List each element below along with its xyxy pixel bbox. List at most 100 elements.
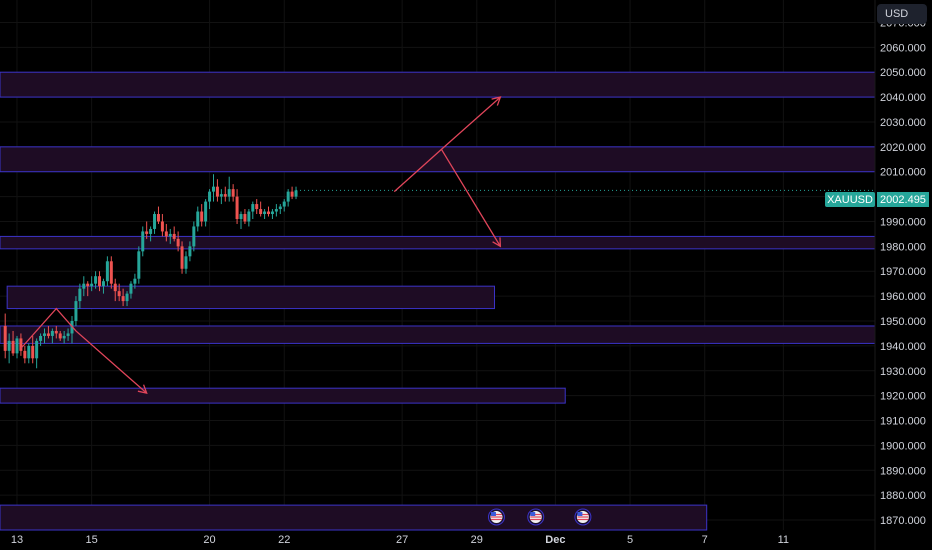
candle-body [121, 296, 125, 302]
time-tick-label: 20 [203, 534, 215, 546]
candle-body [274, 209, 278, 212]
time-tick-label: 27 [396, 534, 408, 546]
candle-body [251, 204, 255, 212]
candle-body [50, 330, 54, 336]
candle-body [117, 291, 121, 297]
price-tick-label: 1940.000 [880, 341, 926, 353]
flag-stripe [490, 513, 502, 516]
arrow-path [440, 148, 501, 247]
flag-canton [490, 512, 496, 516]
arrowhead [137, 384, 148, 395]
time-tick-label: Dec [545, 534, 565, 546]
candle-body [62, 335, 66, 339]
flag-stripe [577, 516, 589, 518]
candle-body [141, 231, 145, 252]
us-flag-icon[interactable] [527, 508, 545, 526]
candle-body [129, 283, 133, 294]
currency-button[interactable]: USD [877, 4, 927, 24]
price-axis-bg [875, 0, 932, 550]
candle-body [98, 276, 102, 287]
time-axis[interactable]: 13 15 20 22 27 29 Dec 5 7 11 [11, 534, 789, 546]
candle-body [270, 211, 274, 215]
candle-body [247, 211, 251, 222]
price-tick-label: 1990.000 [880, 216, 926, 228]
candle-body [168, 233, 172, 237]
candle-body [23, 350, 27, 359]
candle-body [46, 333, 50, 336]
candle-body [235, 196, 239, 219]
candle-body [267, 211, 271, 215]
flag-stripe [530, 518, 542, 521]
candle-body [184, 256, 188, 269]
candle-body [223, 194, 227, 197]
price-tick-label: 2030.000 [880, 117, 926, 129]
price-tick-label: 2050.000 [880, 67, 926, 79]
candle-body [164, 231, 168, 237]
time-tick-label: 13 [11, 534, 23, 546]
candlestick-series [3, 174, 298, 369]
flag-canton [530, 512, 536, 516]
candle-body [74, 301, 78, 322]
arrow-drawings [20, 96, 502, 395]
price-tick-label: 2020.000 [880, 142, 926, 154]
candle-body [125, 293, 129, 302]
arrow-path [20, 307, 148, 394]
candle-body [286, 191, 290, 202]
price-tick-label: 1870.000 [880, 515, 926, 527]
price-zone [0, 235, 876, 250]
candle-body [239, 214, 243, 219]
candle-body [19, 338, 23, 351]
price-tick-label: 2010.000 [880, 167, 926, 179]
candle-body [219, 194, 223, 197]
flag-stripe [530, 513, 542, 516]
price-tick-label: 1960.000 [880, 291, 926, 303]
price-zone [0, 387, 566, 404]
price-zone [0, 146, 876, 173]
candle-body [294, 190, 298, 197]
price-tick-label: 1950.000 [880, 316, 926, 328]
candle-body [3, 325, 7, 351]
candle-body [208, 191, 212, 202]
candle-body [200, 211, 204, 222]
candle-body [11, 340, 15, 354]
candle-body [145, 231, 149, 234]
price-tick-label: 1970.000 [880, 266, 926, 278]
candle-body [109, 261, 113, 284]
flag-stripe [490, 518, 502, 521]
arrowhead [492, 237, 502, 248]
candle-body [43, 333, 46, 336]
candle-body [290, 191, 294, 197]
flag-stripe [577, 513, 589, 516]
candle-body [243, 214, 247, 222]
flag-stripe [490, 516, 502, 518]
candle-body [196, 211, 200, 227]
candle-body [231, 189, 235, 197]
candle-body [188, 246, 192, 257]
us-flag-icon[interactable] [574, 508, 592, 526]
candle-body [82, 283, 86, 289]
candle-body [15, 338, 19, 354]
candle-body [66, 333, 70, 336]
candle-body [133, 278, 137, 284]
price-zone [6, 285, 495, 310]
candle-body [90, 283, 94, 287]
candle-body [282, 201, 286, 207]
flag-stripe [577, 518, 589, 521]
price-zone [0, 325, 876, 344]
candle-body [259, 209, 263, 215]
economic-events[interactable] [487, 508, 592, 526]
candle-body [27, 345, 31, 359]
time-tick-label: 7 [702, 534, 708, 546]
candle-body [215, 186, 219, 197]
arrow-path [393, 96, 501, 193]
us-flag-icon[interactable] [487, 508, 505, 526]
candle-body [160, 221, 164, 232]
price-tick-label: 1900.000 [880, 440, 926, 452]
time-tick-label: 5 [627, 534, 633, 546]
candle-body [180, 246, 184, 269]
last-price-label: 2002.495 [877, 192, 929, 207]
candle-body [172, 233, 176, 239]
price-axis[interactable]: 1870.000 1880.000 1890.000 1900.000 1910.000… [874, 0, 932, 550]
candle-body [86, 283, 90, 287]
